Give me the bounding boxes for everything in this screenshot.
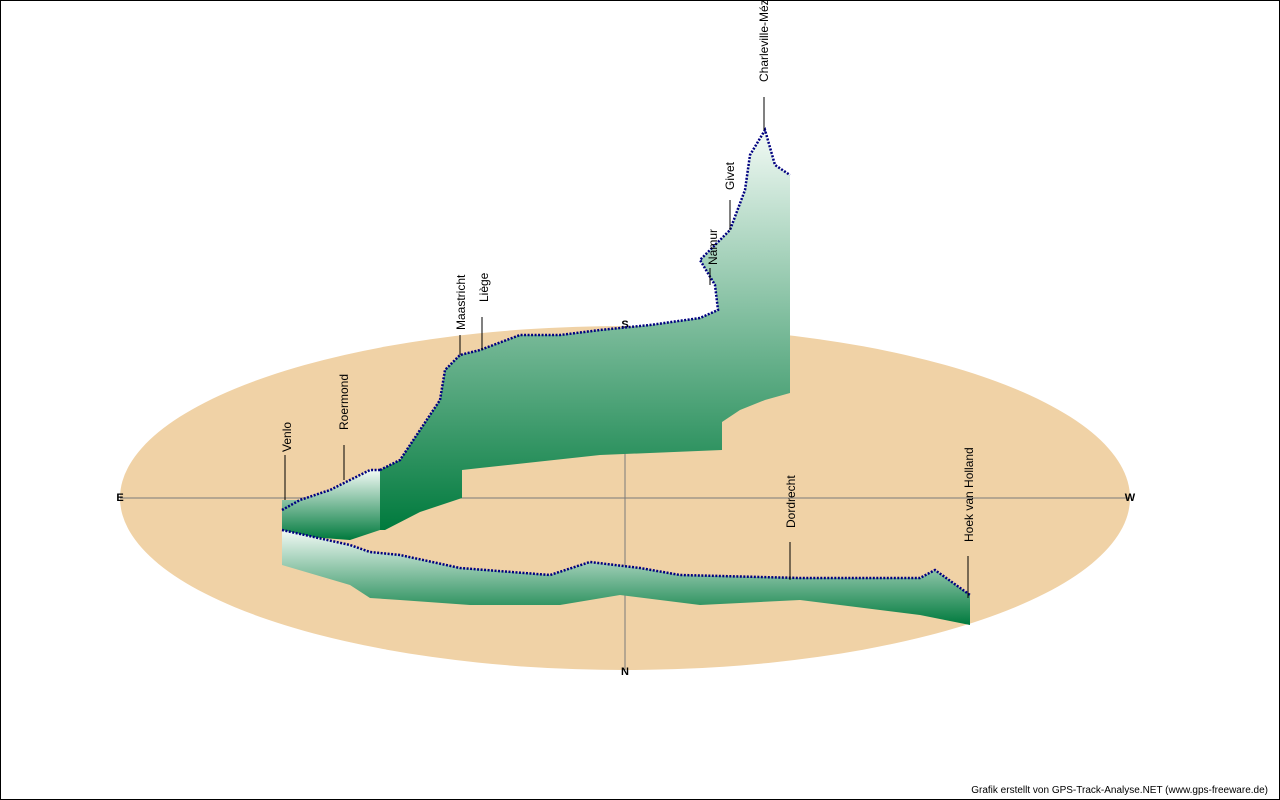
- track-line-front: [281, 528, 971, 597]
- track-wall-front: [282, 530, 970, 625]
- track-line-back: [379, 126, 791, 472]
- compass-east: E: [116, 492, 123, 504]
- compass-west: W: [1125, 492, 1136, 504]
- place-label: Dordrecht: [784, 475, 798, 528]
- credit: Grafik erstellt von GPS-Track-Analyse.NE…: [971, 785, 1268, 796]
- track-line-left: [281, 468, 380, 512]
- place-label: Hoek van Holland: [962, 447, 976, 542]
- place-label: Liège: [477, 272, 491, 302]
- place-label: Givet: [723, 161, 737, 190]
- compass-south: S: [621, 319, 628, 331]
- place-label: Maastricht: [454, 274, 468, 330]
- place-label: Venlo: [280, 422, 294, 452]
- place-label: Roermond: [337, 374, 351, 430]
- place-label: Charleville-Mézières: [757, 0, 771, 82]
- track-wall-back: [380, 130, 790, 530]
- place-label: Namur: [706, 229, 720, 265]
- compass-north: N: [621, 666, 629, 678]
- track-wall-left: [282, 470, 380, 540]
